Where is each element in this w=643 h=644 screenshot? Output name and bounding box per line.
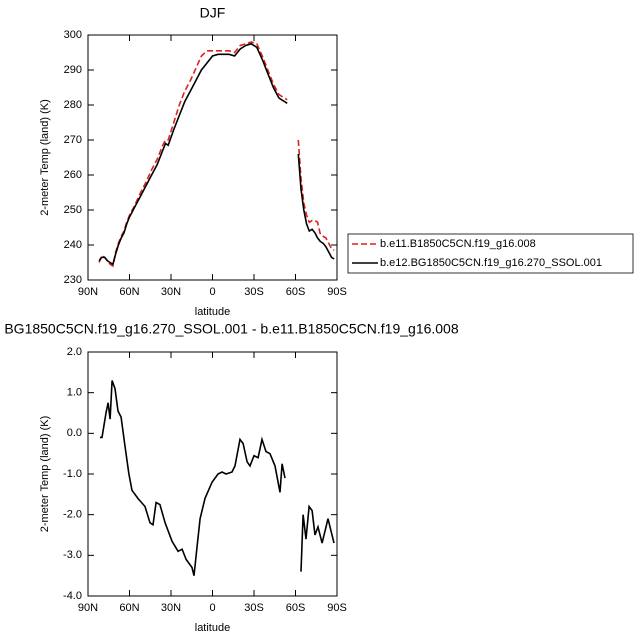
y-tick-label: 290 bbox=[64, 64, 82, 76]
y-axis-label: 2-meter Temp (land) (K) bbox=[39, 99, 51, 216]
x-tick-label: 30N bbox=[161, 602, 181, 614]
y-tick-label: 240 bbox=[64, 239, 82, 251]
x-tick-label: 30N bbox=[161, 286, 181, 298]
x-tick-label: 0 bbox=[209, 602, 215, 614]
plot-frame bbox=[87, 351, 338, 597]
legend-label: b.e12.BG1850C5CN.f19_g16.270_SSOL.001 bbox=[380, 257, 602, 269]
data-line bbox=[98, 42, 335, 266]
x-tick-label: 60N bbox=[119, 286, 139, 298]
y-tick-label: 280 bbox=[64, 99, 82, 111]
y-axis-label: 2-meter Temp (land) (K) bbox=[39, 416, 51, 533]
x-tick-label: 60S bbox=[286, 602, 306, 614]
x-tick-label: 60S bbox=[286, 286, 306, 298]
x-tick-label: 30S bbox=[244, 602, 264, 614]
legend-box bbox=[347, 233, 634, 274]
legend-label: b.e11.B1850C5CN.f19_g16.008 bbox=[380, 238, 536, 250]
y-tick-label: 0.0 bbox=[67, 427, 82, 439]
y-tick-label: -2.0 bbox=[63, 509, 82, 521]
chart-title: DJF bbox=[200, 5, 226, 21]
x-tick-label: 90S bbox=[327, 286, 347, 298]
x-tick-label: 0 bbox=[209, 286, 215, 298]
data-line bbox=[100, 380, 335, 576]
x-tick-label: 90S bbox=[327, 602, 347, 614]
plot-frame bbox=[87, 34, 338, 281]
x-tick-label: 30S bbox=[244, 286, 264, 298]
y-tick-label: 2.0 bbox=[67, 346, 82, 358]
x-tick-label: 90N bbox=[78, 602, 98, 614]
y-tick-label: 300 bbox=[64, 29, 82, 41]
y-tick-label: -1.0 bbox=[63, 468, 82, 480]
x-axis-label: latitude bbox=[195, 306, 230, 318]
x-tick-label: 60N bbox=[119, 602, 139, 614]
x-tick-label: 90N bbox=[78, 286, 98, 298]
y-tick-label: 260 bbox=[64, 169, 82, 181]
y-tick-label: 250 bbox=[64, 204, 82, 216]
y-tick-label: -4.0 bbox=[63, 590, 82, 602]
x-axis-label: latitude bbox=[195, 622, 230, 634]
y-tick-label: -3.0 bbox=[63, 549, 82, 561]
y-tick-label: 230 bbox=[64, 274, 82, 286]
chart-title: BG1850C5CN.f19_g16.270_SSOL.001 - b.e11.… bbox=[4, 321, 459, 337]
y-tick-label: 1.0 bbox=[67, 387, 82, 399]
y-tick-label: 270 bbox=[64, 134, 82, 146]
